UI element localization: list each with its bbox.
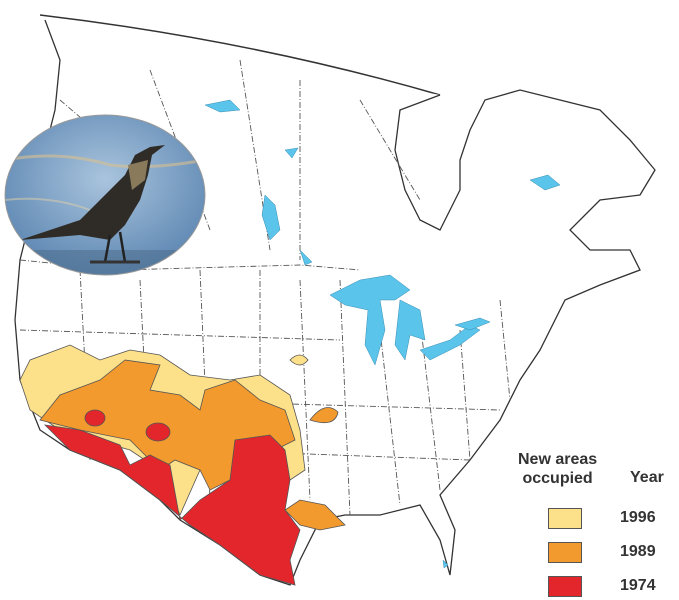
legend-title-line2: occupied [522, 470, 593, 487]
area-1996-patch [289, 354, 309, 366]
great-lakes [329, 274, 411, 366]
map-edge [39, 14, 441, 96]
area-1989-gulf [284, 499, 346, 531]
legend-year: 1996 [620, 509, 656, 526]
legend-swatch [548, 576, 582, 597]
legend-year-header: Year [630, 469, 664, 486]
legend-title-line1: New areas [518, 451, 598, 468]
legend-swatch [548, 542, 582, 563]
legend-item-1974: 1974 [548, 576, 678, 600]
legend-year: 1974 [620, 577, 656, 594]
area-1974 [43, 424, 301, 586]
legend-swatch [548, 508, 582, 529]
legend-item-1996: 1996 [548, 508, 678, 532]
lakes [204, 99, 561, 569]
lake-huron [394, 299, 426, 361]
area-1989 [39, 359, 296, 491]
area-1974-patch [84, 409, 106, 427]
legend-year: 1989 [620, 543, 656, 560]
legend: New areas occupied Year 1996 1989 1974 [510, 448, 679, 598]
area-1974-patch [145, 422, 171, 442]
area-1989-patch [309, 407, 339, 424]
legend-item-1989: 1989 [548, 542, 678, 566]
legend-title: New areas occupied [518, 450, 597, 488]
range-areas [19, 344, 346, 586]
